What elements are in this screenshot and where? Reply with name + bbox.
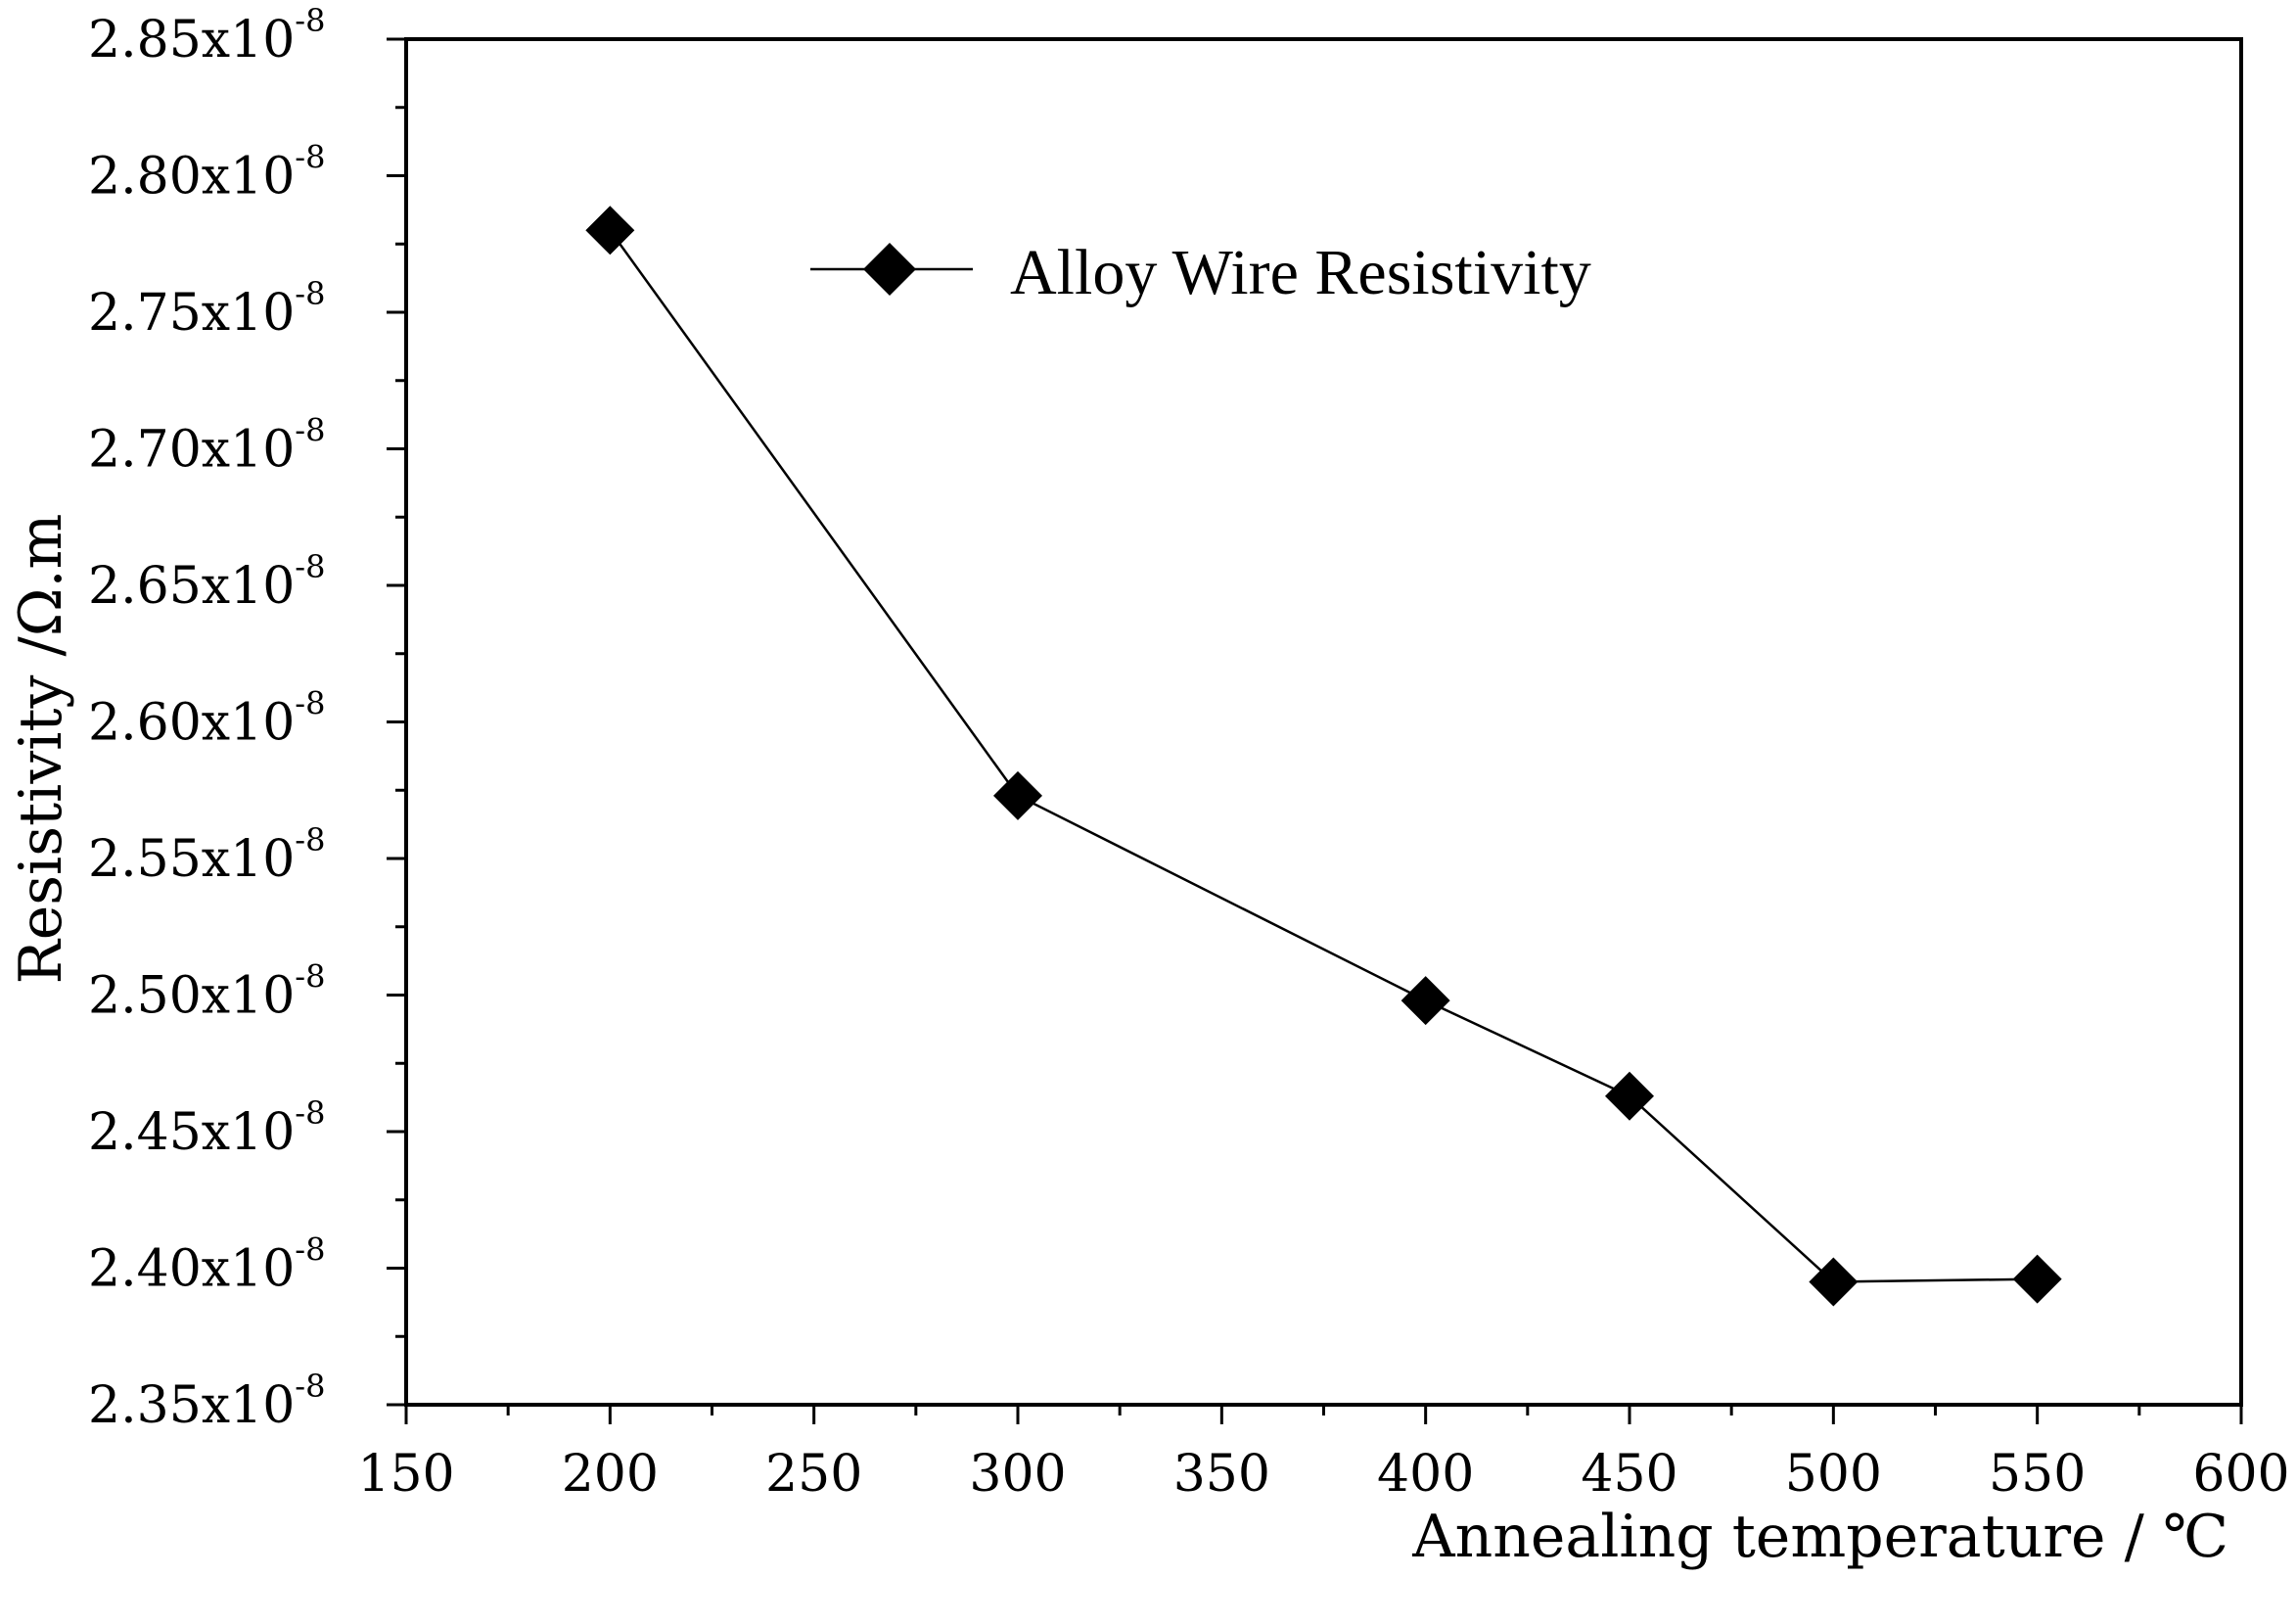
series-layer: [585, 206, 2062, 1307]
series-line: [609, 229, 2038, 1283]
legend: Alloy Wire Resistivity: [810, 237, 1591, 308]
x-tick-label: 500: [1785, 1445, 1882, 1504]
x-tick-label: 400: [1377, 1445, 1474, 1504]
y-tick-label: 2.55x10-8: [88, 821, 325, 889]
y-tick-label: 2.65x10-8: [88, 548, 325, 616]
y-tick-label: 2.60x10-8: [88, 685, 325, 753]
y-tick-label: 2.85x10-8: [88, 2, 325, 70]
legend-label: Alloy Wire Resistivity: [1010, 237, 1591, 308]
x-tick-label: 550: [1989, 1445, 2086, 1504]
y-axis-title: Resistivity /Ω.m: [7, 514, 75, 985]
data-point-diamond: [2012, 1254, 2062, 1304]
y-tick-label: 2.80x10-8: [88, 139, 325, 207]
x-axis-title: Annealing temperature / ℃: [1411, 1503, 2228, 1571]
y-tick-label: 2.40x10-8: [88, 1231, 325, 1299]
data-point-diamond: [585, 206, 635, 255]
data-point-diamond: [1809, 1257, 1859, 1307]
x-tick-label: 150: [357, 1445, 454, 1504]
y-tick-label: 2.70x10-8: [88, 412, 325, 480]
x-tick-label: 300: [969, 1445, 1066, 1504]
x-tick-label: 350: [1173, 1445, 1270, 1504]
y-tick-label: 2.35x10-8: [88, 1368, 325, 1435]
x-tick-label: 450: [1581, 1445, 1677, 1504]
x-tick-label: 250: [765, 1445, 862, 1504]
data-point-diamond: [993, 770, 1042, 820]
y-tick-label: 2.75x10-8: [88, 275, 325, 343]
legend-marker-diamond-icon: [863, 243, 916, 296]
x-tick-label: 600: [2192, 1445, 2289, 1504]
x-tick-label: 200: [562, 1445, 659, 1504]
data-point-diamond: [1605, 1071, 1654, 1121]
axis-ticks: 150 200 250 300 350 400 450 500 550 600 2.35x10-8 2…: [88, 2, 2290, 1504]
data-point-diamond: [1401, 976, 1450, 1026]
y-tick-label: 2.50x10-8: [88, 958, 325, 1026]
y-tick-label: 2.45x10-8: [88, 1094, 325, 1162]
